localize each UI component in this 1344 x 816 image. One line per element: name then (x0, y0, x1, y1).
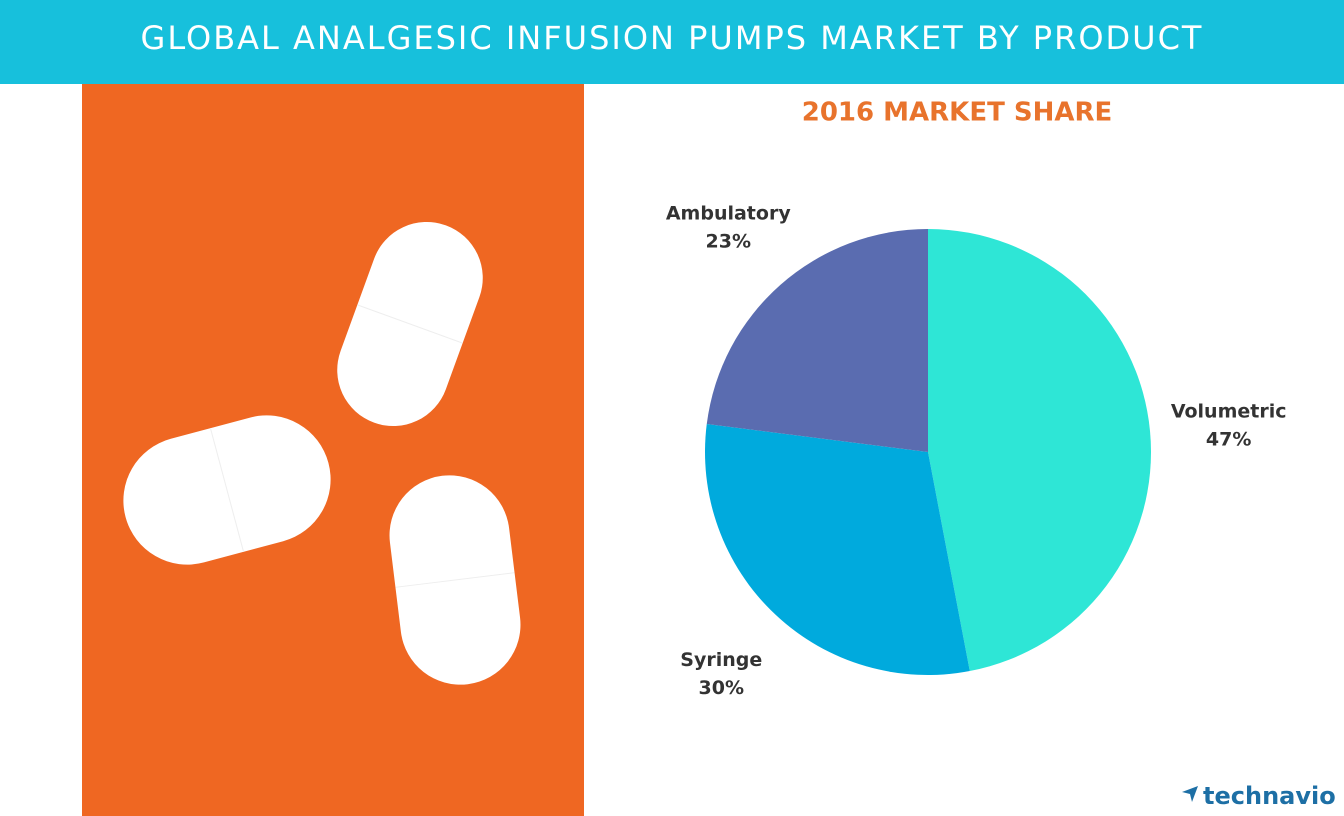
pill (123, 415, 331, 565)
logo: technavio (1203, 782, 1336, 810)
slice-label: Syringe (680, 649, 762, 671)
pie-slice (705, 424, 970, 675)
header-bar (0, 0, 1344, 84)
pie-slice (928, 229, 1152, 672)
logo-icon (1182, 786, 1198, 802)
pie (705, 229, 1152, 675)
slice-value: 47% (1206, 429, 1251, 451)
pie-slice (706, 229, 928, 452)
slice-label: Volumetric (1171, 401, 1287, 423)
header-title: GLOBAL ANALGESIC INFUSION PUMPS MARKET B… (141, 19, 1204, 57)
slice-value: 23% (706, 230, 751, 252)
pill (389, 475, 521, 685)
slice-value: 30% (699, 677, 744, 699)
pill (337, 221, 483, 427)
chart-title: 2016 MARKET SHARE (802, 98, 1113, 128)
slice-label: Ambulatory (666, 202, 791, 224)
